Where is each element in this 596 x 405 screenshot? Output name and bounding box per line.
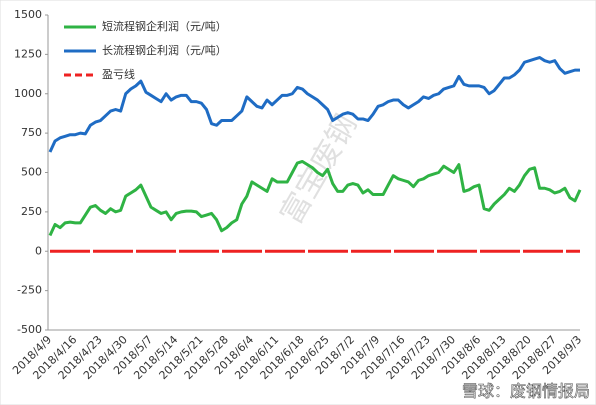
series-line — [48, 56, 580, 153]
y-tick-label: 1250 — [14, 47, 42, 60]
y-tick-label: 250 — [21, 205, 42, 218]
y-tick-label: -250 — [17, 284, 42, 297]
footer: 雪球：废钢情报局 — [462, 382, 590, 401]
y-tick-label: 0 — [35, 244, 42, 257]
legend-label: 短流程钢企利润（元/吨） — [102, 19, 227, 33]
legend-label: 盈亏线 — [102, 67, 135, 81]
y-tick-label: 1500 — [14, 8, 42, 21]
series-line — [48, 159, 582, 237]
legend-label: 长流程钢企利润（元/吨） — [102, 43, 227, 57]
y-tick-label: 750 — [21, 126, 42, 139]
y-tick-label: 1000 — [14, 87, 42, 100]
y-tick-label: -500 — [17, 323, 42, 336]
y-tick-label: 500 — [21, 166, 42, 179]
